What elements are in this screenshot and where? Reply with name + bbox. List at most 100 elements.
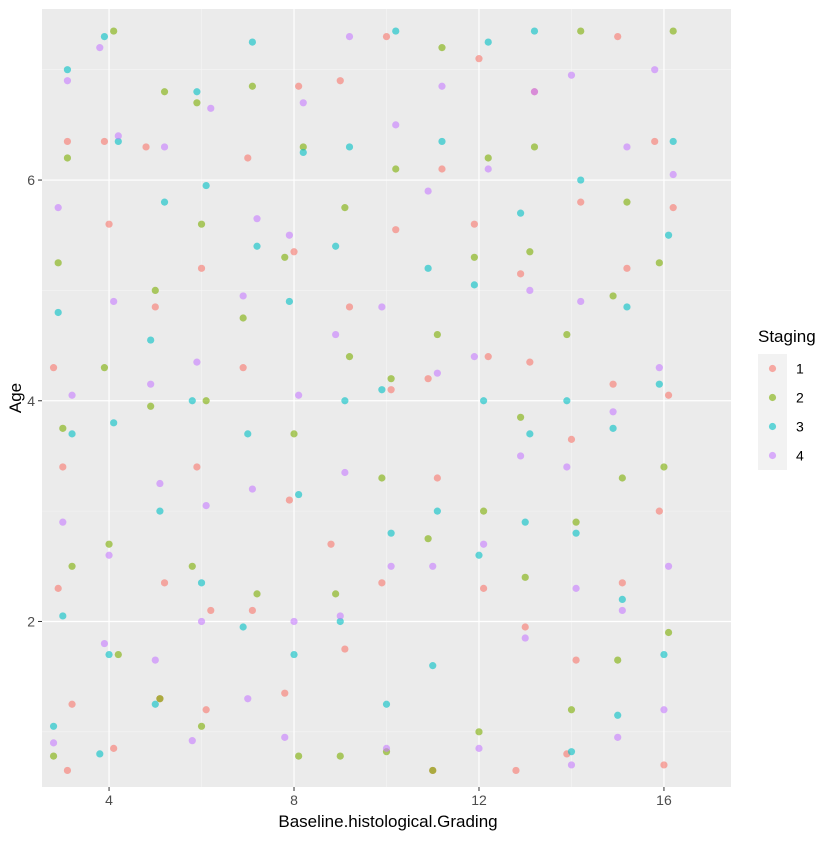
data-point-staging-4 bbox=[655, 364, 663, 372]
data-point-staging-1 bbox=[68, 700, 76, 708]
data-point-staging-1 bbox=[197, 264, 206, 272]
data-point-staging-3 bbox=[341, 397, 349, 405]
data-point-staging-3 bbox=[59, 612, 67, 620]
legend-label: 3 bbox=[796, 419, 804, 435]
data-point-staging-1 bbox=[424, 375, 432, 383]
data-point-staging-3 bbox=[392, 27, 400, 35]
data-point-staging-2 bbox=[530, 143, 539, 151]
data-point-staging-4 bbox=[345, 32, 354, 41]
data-point-staging-4 bbox=[207, 104, 215, 112]
data-point-staging-3 bbox=[660, 650, 668, 659]
data-point-staging-3 bbox=[378, 386, 386, 394]
y-axis-ticks: 2 4 6 bbox=[27, 172, 42, 629]
data-point-staging-3 bbox=[567, 748, 576, 756]
data-point-staging-4 bbox=[290, 617, 298, 626]
data-point-staging-1 bbox=[336, 77, 344, 85]
data-point-staging-4 bbox=[438, 82, 446, 90]
data-point-staging-4 bbox=[151, 656, 159, 664]
minor-gridlines bbox=[42, 9, 731, 787]
data-point-staging-3 bbox=[669, 137, 677, 146]
data-point-staging-2 bbox=[433, 330, 441, 339]
data-point-staging-3 bbox=[114, 137, 122, 146]
data-point-staging-3 bbox=[100, 32, 109, 41]
data-point-staging-4 bbox=[332, 330, 340, 339]
data-point-staging-4 bbox=[664, 562, 673, 570]
data-point-staging-3 bbox=[563, 397, 571, 405]
data-point-staging-3 bbox=[285, 297, 293, 306]
data-point-staging-2 bbox=[197, 722, 206, 730]
data-point-staging-2 bbox=[572, 518, 580, 526]
data-point-staging-4 bbox=[193, 358, 201, 366]
legend-key-point bbox=[768, 393, 777, 402]
data-point-staging-1 bbox=[512, 766, 520, 775]
data-point-staging-4 bbox=[156, 479, 164, 488]
data-point-staging-4 bbox=[572, 584, 580, 592]
data-point-staging-3 bbox=[147, 336, 155, 344]
data-point-staging-4 bbox=[160, 143, 169, 151]
data-point-staging-4 bbox=[100, 639, 109, 648]
data-point-staging-4 bbox=[614, 733, 622, 741]
data-point-staging-1 bbox=[207, 606, 215, 615]
data-point-staging-2 bbox=[484, 154, 492, 162]
data-point-staging-4 bbox=[623, 143, 631, 151]
x-axis-title: Baseline.histological.Grading bbox=[278, 812, 497, 831]
data-point-staging-2 bbox=[239, 314, 247, 322]
data-point-staging-4 bbox=[239, 292, 247, 300]
data-point-staging-4 bbox=[63, 77, 72, 85]
data-point-staging-4 bbox=[96, 44, 104, 52]
data-point-staging-4 bbox=[336, 612, 344, 620]
data-point-staging-3 bbox=[197, 579, 206, 587]
data-point-staging-1 bbox=[521, 623, 529, 631]
data-point-staging-2 bbox=[521, 573, 529, 581]
legend-label: 2 bbox=[796, 390, 804, 406]
data-point-staging-1 bbox=[392, 226, 400, 234]
data-point-staging-4 bbox=[295, 391, 303, 399]
data-point-staging-1 bbox=[572, 656, 580, 664]
data-point-staging-3 bbox=[572, 529, 580, 537]
data-point-staging-1 bbox=[248, 606, 256, 615]
data-point-staging-2 bbox=[59, 424, 67, 432]
data-point-staging-1 bbox=[63, 766, 72, 775]
data-point-staging-4 bbox=[114, 132, 122, 140]
data-point-staging-2 bbox=[281, 253, 289, 261]
data-point-staging-1 bbox=[480, 584, 488, 592]
data-point-staging-4 bbox=[285, 231, 293, 239]
data-point-staging-3 bbox=[577, 176, 585, 184]
data-point-staging-1 bbox=[285, 496, 293, 504]
legend-title: Staging bbox=[758, 327, 816, 346]
data-point-staging-3 bbox=[614, 711, 622, 719]
data-point-staging-3 bbox=[110, 419, 118, 427]
data-point-staging-2 bbox=[160, 88, 169, 96]
data-point-staging-3 bbox=[253, 242, 261, 250]
data-point-staging-1 bbox=[526, 358, 534, 366]
data-point-staging-4 bbox=[609, 408, 617, 416]
data-point-staging-4 bbox=[475, 744, 483, 752]
data-point-staging-1 bbox=[387, 386, 395, 394]
data-point-staging-2 bbox=[526, 248, 534, 256]
data-point-staging-4 bbox=[392, 121, 400, 129]
data-point-staging-2 bbox=[110, 27, 118, 35]
data-point-staging-4 bbox=[470, 353, 478, 361]
data-point-staging-4 bbox=[147, 380, 155, 388]
data-point-staging-3 bbox=[336, 617, 344, 626]
data-point-staging-4 bbox=[188, 737, 196, 745]
data-point-staging-1 bbox=[484, 353, 492, 361]
data-point-staging-1 bbox=[54, 584, 62, 592]
data-point-staging-3 bbox=[248, 38, 256, 46]
data-point-staging-3 bbox=[295, 490, 303, 499]
data-point-staging-3 bbox=[526, 430, 534, 438]
data-point-staging-2 bbox=[345, 353, 354, 361]
data-point-staging-3 bbox=[655, 380, 663, 388]
data-point-staging-2 bbox=[54, 259, 62, 267]
data-point-staging-4 bbox=[429, 562, 437, 570]
data-point-staging-2 bbox=[332, 590, 340, 598]
y-axis-title: Age bbox=[6, 383, 25, 413]
data-point-staging-2 bbox=[655, 259, 663, 267]
data-point-staging-2 bbox=[114, 650, 122, 659]
data-point-staging-3 bbox=[63, 66, 72, 74]
data-point-staging-2 bbox=[147, 402, 155, 410]
legend: Staging 1 2 3 4 bbox=[758, 327, 816, 470]
legend-label: 4 bbox=[796, 448, 804, 464]
data-point-staging-3 bbox=[332, 242, 340, 250]
